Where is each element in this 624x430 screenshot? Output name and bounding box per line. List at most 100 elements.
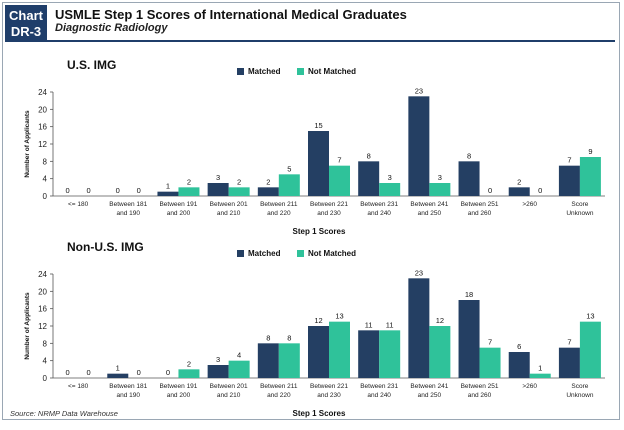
data-label: 8	[367, 151, 371, 160]
data-label: 0	[137, 368, 141, 377]
bar-not-matched	[278, 174, 300, 196]
page-title: USMLE Step 1 Scores of International Med…	[55, 7, 407, 22]
data-label: 0	[87, 368, 91, 377]
data-label: 3	[438, 173, 442, 182]
bar-not-matched	[228, 360, 250, 378]
bar-not-matched	[429, 183, 451, 196]
y-tick-label: 0	[43, 374, 48, 383]
bar-not-matched	[278, 343, 300, 378]
x-tick-label: >260	[522, 201, 537, 208]
chart-frame	[2, 2, 620, 420]
bar-not-matched	[329, 321, 350, 378]
x-tick-label: Between 201	[210, 383, 248, 390]
data-label: 7	[337, 156, 341, 165]
legend-swatch-matched	[237, 250, 244, 257]
x-tick-label: Between 181	[109, 383, 147, 390]
bar-not-matched	[379, 183, 401, 196]
y-tick-label: 20	[38, 105, 47, 114]
x-tick-label: Between 241	[410, 201, 448, 208]
data-label: 0	[166, 368, 170, 377]
data-label: 8	[266, 333, 270, 342]
legend-label: Matched	[248, 67, 281, 76]
data-label: 2	[187, 177, 191, 186]
bar-not-matched	[579, 157, 601, 196]
x-tick-label: and 200	[167, 392, 191, 399]
x-tick-label: <= 180	[68, 201, 89, 208]
chart-panel-us-img: U.S. IMG 0 4 8 12 16 20 24 Number of Applicants…	[5, 58, 615, 248]
x-tick-label: and 220	[267, 392, 291, 399]
x-tick-label: Unknown	[566, 210, 593, 217]
bar-matched	[458, 300, 480, 378]
y-tick-label: 16	[38, 305, 47, 314]
panel-title: Non-U.S. IMG	[67, 240, 144, 254]
x-tick-label: Between 191	[159, 201, 197, 208]
x-tick-label: and 230	[317, 392, 341, 399]
x-tick-label: Unknown	[566, 392, 593, 399]
bar-not-matched	[579, 321, 601, 378]
bar-matched	[157, 191, 179, 196]
y-axis-title: Number of Applicants	[24, 110, 31, 178]
x-tick-label: Between 181	[109, 201, 147, 208]
data-label: 23	[415, 268, 423, 277]
legend-swatch-not-matched	[297, 250, 304, 257]
y-tick-label: 24	[38, 270, 47, 279]
data-label: 0	[116, 186, 120, 195]
bar-matched	[107, 373, 129, 378]
x-tick-label: Between 221	[310, 201, 348, 208]
source-note: Source: NRMP Data Warehouse	[10, 409, 118, 418]
bar-not-matched	[329, 165, 350, 196]
data-label: 5	[287, 164, 291, 173]
bar-not-matched	[379, 330, 401, 378]
data-label: 12	[314, 316, 322, 325]
y-tick-label: 12	[38, 140, 47, 149]
data-label: 2	[237, 177, 241, 186]
data-label: 0	[538, 186, 542, 195]
bar-not-matched	[228, 187, 250, 196]
bar-matched	[558, 347, 580, 378]
data-label: 15	[314, 121, 322, 130]
data-label: 9	[588, 147, 592, 156]
badge-line2: DR-3	[10, 24, 42, 39]
legend-swatch-not-matched	[297, 68, 304, 75]
bar-matched	[358, 330, 380, 378]
x-tick-label: and 190	[117, 392, 141, 399]
bar-not-matched	[429, 326, 451, 378]
x-axis-title: Step 1 Scores	[293, 227, 346, 236]
chart-panel-non-us-img: Non-U.S. IMG 0 4 8 12 16 20 24 Number of Applic…	[5, 240, 615, 430]
x-tick-label: and 220	[267, 210, 291, 217]
data-label: 0	[66, 186, 70, 195]
data-label: 1	[116, 364, 120, 373]
bar-matched	[308, 131, 329, 196]
x-tick-label: <= 180	[68, 383, 89, 390]
x-tick-label: Between 231	[360, 201, 398, 208]
bar-not-matched	[178, 187, 200, 196]
bar-matched	[207, 365, 229, 378]
data-label: 1	[166, 182, 170, 191]
x-tick-label: and 260	[468, 210, 492, 217]
legend-label: Not Matched	[308, 249, 356, 258]
legend-label: Matched	[248, 249, 281, 258]
bar-matched	[508, 352, 530, 378]
x-tick-label: and 250	[418, 392, 442, 399]
legend-swatch-matched	[237, 68, 244, 75]
y-tick-label: 0	[43, 192, 48, 201]
x-tick-label: Between 211	[260, 201, 298, 208]
bar-matched	[257, 187, 279, 196]
bar-matched	[558, 165, 580, 196]
y-tick-label: 8	[43, 339, 48, 348]
x-tick-label: and 190	[117, 210, 141, 217]
y-axis-title: Number of Applicants	[24, 292, 31, 360]
x-tick-label: Between 221	[310, 383, 348, 390]
legend-label: Not Matched	[308, 67, 356, 76]
y-tick-label: 16	[38, 123, 47, 132]
data-label: 12	[436, 316, 444, 325]
x-tick-label: and 240	[367, 210, 391, 217]
bar-matched	[358, 161, 380, 196]
x-tick-label: Score	[571, 201, 588, 208]
y-tick-label: 8	[43, 157, 48, 166]
data-label: 6	[517, 342, 521, 351]
data-label: 4	[237, 351, 241, 360]
x-tick-label: Between 231	[360, 383, 398, 390]
